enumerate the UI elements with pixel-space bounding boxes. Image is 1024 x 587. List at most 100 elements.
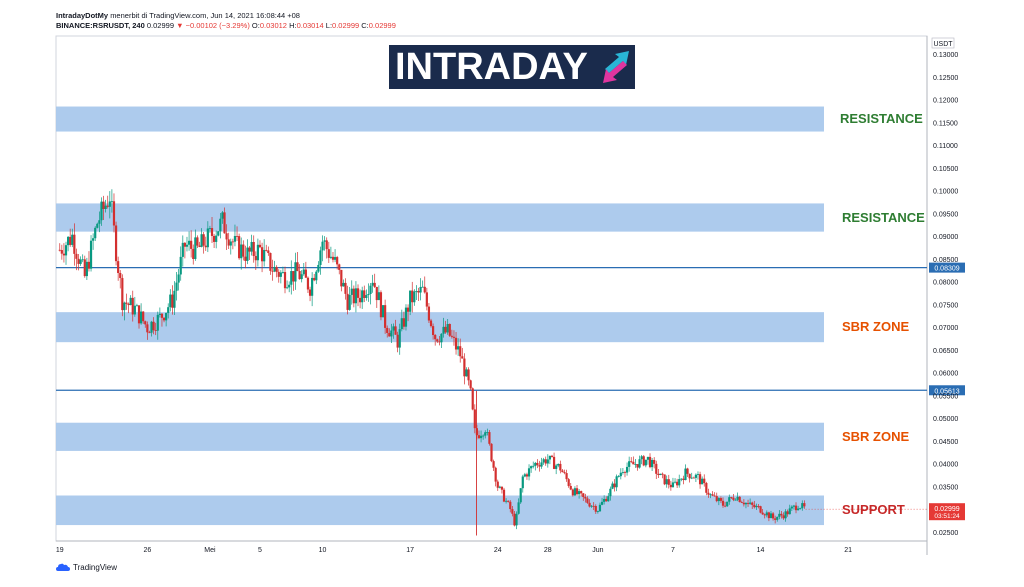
candle-body [705, 483, 708, 493]
x-tick-label: 28 [544, 547, 552, 554]
candle-body [144, 321, 147, 325]
candle-body [179, 256, 182, 275]
high-label: H: [289, 21, 297, 30]
candle-body [502, 489, 506, 502]
candle-body [713, 495, 716, 497]
logo-text: INTRADAY [395, 45, 588, 88]
candle-body [507, 500, 510, 502]
candle-body [146, 324, 149, 333]
candle-body [406, 307, 410, 312]
y-tick-label: 0.03500 [933, 484, 958, 491]
x-tick-label: 7 [671, 547, 675, 554]
candle-body [294, 262, 297, 282]
candle-body [413, 291, 416, 303]
candle-body [238, 236, 241, 259]
publisher-name: IntradayDotMy [56, 11, 109, 20]
candle-body [717, 498, 720, 502]
level-tag-text-2: 0.05613 [934, 388, 959, 395]
candle-body [742, 502, 745, 505]
close-label: C: [361, 21, 369, 30]
zone-label-1: RESISTANCE [840, 111, 923, 127]
tradingview-footer[interactable]: TradingView [56, 563, 117, 572]
candle-body [117, 261, 120, 273]
candle-body [477, 435, 481, 439]
publish-info: IntradayDotMy menerbit di TradingView.co… [56, 11, 300, 20]
candle-body [532, 465, 535, 467]
candle-body [210, 228, 214, 236]
candle-body [137, 305, 141, 324]
symbol-info: BINANCE:RSRUSDT, 240 0.02999 ▼ −0.00102 … [56, 21, 396, 30]
candle-body [431, 326, 435, 336]
candle-body [434, 335, 437, 340]
candle-body [651, 459, 654, 468]
candle-body [698, 474, 702, 485]
open-label: O: [251, 21, 260, 30]
zone-band-2 [56, 203, 824, 232]
y-tick-label: 0.07000 [933, 325, 958, 332]
candle-body [352, 288, 355, 304]
candle-body [484, 432, 487, 436]
candle-body [250, 241, 253, 252]
candle-body [419, 286, 422, 293]
candle-body [509, 501, 512, 510]
candle-body [89, 240, 93, 269]
candle-body [167, 307, 170, 313]
low-label: L: [325, 21, 333, 30]
y-tick-label: 0.06000 [933, 371, 958, 378]
candle-body [463, 358, 466, 377]
candle-body [275, 266, 278, 272]
candle-body [415, 291, 418, 292]
candle-body [198, 245, 201, 247]
candle-body [215, 235, 218, 242]
candle-body [611, 483, 614, 489]
candle-body [77, 258, 80, 264]
candle-body [538, 465, 541, 467]
candle-body [336, 257, 339, 265]
candle-body [371, 282, 374, 286]
candle-body [258, 244, 262, 248]
candle-body [763, 514, 766, 516]
candle-body [121, 278, 124, 311]
candle-body [573, 488, 577, 496]
candle-body [757, 505, 760, 507]
candle-body [734, 499, 737, 501]
candle-body [369, 285, 372, 294]
candle-body [569, 485, 572, 490]
candle-body [765, 512, 768, 516]
candle-body [769, 513, 773, 519]
candle-body [488, 432, 491, 444]
y-tick-label: 0.08500 [933, 257, 958, 264]
zone-band-3 [56, 312, 824, 343]
candle-body [244, 256, 247, 261]
tradingview-cloud-icon [56, 563, 70, 571]
candle-body [260, 247, 264, 262]
zone-band-1 [56, 106, 824, 132]
candle-body [267, 250, 270, 254]
candle-body [160, 313, 164, 318]
candle-body [694, 474, 698, 478]
candle-body [204, 245, 207, 248]
candle-body [229, 241, 232, 246]
candle-body [356, 288, 360, 298]
candle-body [680, 478, 683, 480]
candle-body [563, 472, 566, 474]
candle-body [544, 459, 547, 464]
candle-body [774, 518, 777, 520]
candle-body [87, 261, 91, 269]
candle-body [638, 459, 641, 468]
candle-body [567, 479, 570, 486]
candle-body [219, 218, 222, 232]
candle-body [640, 456, 643, 460]
candle-body [271, 270, 274, 272]
candle-body [711, 494, 714, 496]
candle-body [771, 513, 775, 519]
candle-body [217, 231, 220, 236]
y-tick-label: 0.08000 [933, 280, 958, 287]
candle-body [738, 496, 741, 502]
candle-body [194, 237, 197, 259]
candle-body [542, 459, 545, 463]
candle-body [233, 235, 237, 242]
candle-body [325, 240, 328, 250]
current-price-text: 0.02999 [934, 506, 959, 513]
